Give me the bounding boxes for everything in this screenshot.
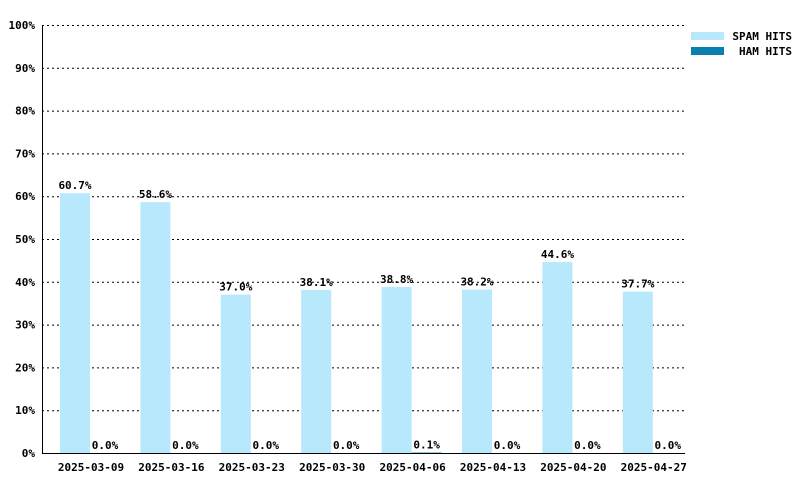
- x-tick-label: 2025-03-16: [138, 461, 205, 474]
- ham-value-label: 0.0%: [574, 439, 601, 452]
- x-tick-label: 2025-03-23: [219, 461, 285, 474]
- spam-bar: [301, 289, 332, 453]
- ham-value-label: 0.0%: [494, 439, 521, 452]
- x-tick-label: 2025-04-06: [379, 461, 446, 474]
- ham-value-label: 0.0%: [172, 439, 199, 452]
- y-tick-label: 60%: [15, 190, 35, 203]
- ham-value-label: 0.0%: [92, 439, 119, 452]
- spam-value-label: 38.8%: [380, 273, 413, 286]
- y-tick-label: 80%: [15, 105, 35, 118]
- ham-legend-swatch: [691, 47, 724, 55]
- y-tick-label: 20%: [15, 361, 35, 374]
- spam-bar: [622, 291, 653, 453]
- y-tick-label: 90%: [15, 62, 35, 75]
- ham-legend-label: HAM HITS: [739, 45, 792, 58]
- spam-value-label: 38.1%: [300, 276, 333, 289]
- axes: [42, 25, 685, 454]
- x-tick-label: 2025-04-27: [621, 461, 687, 474]
- spam-bar: [140, 202, 171, 453]
- data-labels: 60.7% 0.0% 58.6% 0.0% 37.0% 0.0% 38.1% 0.0% 38.8…: [58, 179, 681, 452]
- spam-bar: [462, 289, 492, 453]
- y-tick-label: 10%: [15, 404, 35, 417]
- ham-value-label: 0.1%: [413, 439, 440, 452]
- y-tick-label: 100%: [9, 19, 36, 32]
- y-tick-label: 70%: [15, 147, 35, 160]
- x-tick-label: 2025-03-30: [299, 461, 365, 474]
- x-tick-labels: 2025-03-09 2025-03-16 2025-03-23 2025-03-30…: [58, 461, 687, 474]
- spam-bar: [60, 193, 90, 454]
- grid: [42, 25, 685, 412]
- spam-value-label: 37.0%: [219, 281, 252, 294]
- spam-value-label: 60.7%: [58, 179, 91, 192]
- spam-legend-swatch: [691, 32, 724, 40]
- y-tick-labels: 0% 10% 20% 30% 40% 50% 60% 70% 80% 90% 100%: [9, 19, 36, 460]
- x-tick-label: 2025-04-13: [460, 461, 526, 474]
- y-tick-label: 50%: [15, 233, 35, 246]
- spam-value-label: 44.6%: [541, 248, 574, 261]
- spam-bar: [220, 294, 251, 453]
- ham-value-label: 0.0%: [333, 439, 360, 452]
- ham-value-label: 0.0%: [253, 439, 280, 452]
- spam-value-label: 58.6%: [139, 188, 172, 201]
- x-tick-label: 2025-03-09: [58, 461, 124, 474]
- spam-legend-label: SPAM HITS: [732, 30, 792, 43]
- y-tick-label: 0%: [22, 447, 36, 460]
- spam-value-label: 37.7%: [621, 278, 654, 291]
- bars: [60, 193, 653, 454]
- legend: SPAM HITS HAM HITS: [691, 30, 792, 58]
- spam-bar: [542, 262, 573, 453]
- y-tick-label: 40%: [15, 276, 35, 289]
- spam-value-label: 38.2%: [460, 276, 493, 289]
- spam-bar: [381, 286, 412, 453]
- y-tick-label: 30%: [15, 319, 35, 332]
- x-tick-label: 2025-04-20: [540, 461, 606, 474]
- ham-value-label: 0.0%: [655, 439, 682, 452]
